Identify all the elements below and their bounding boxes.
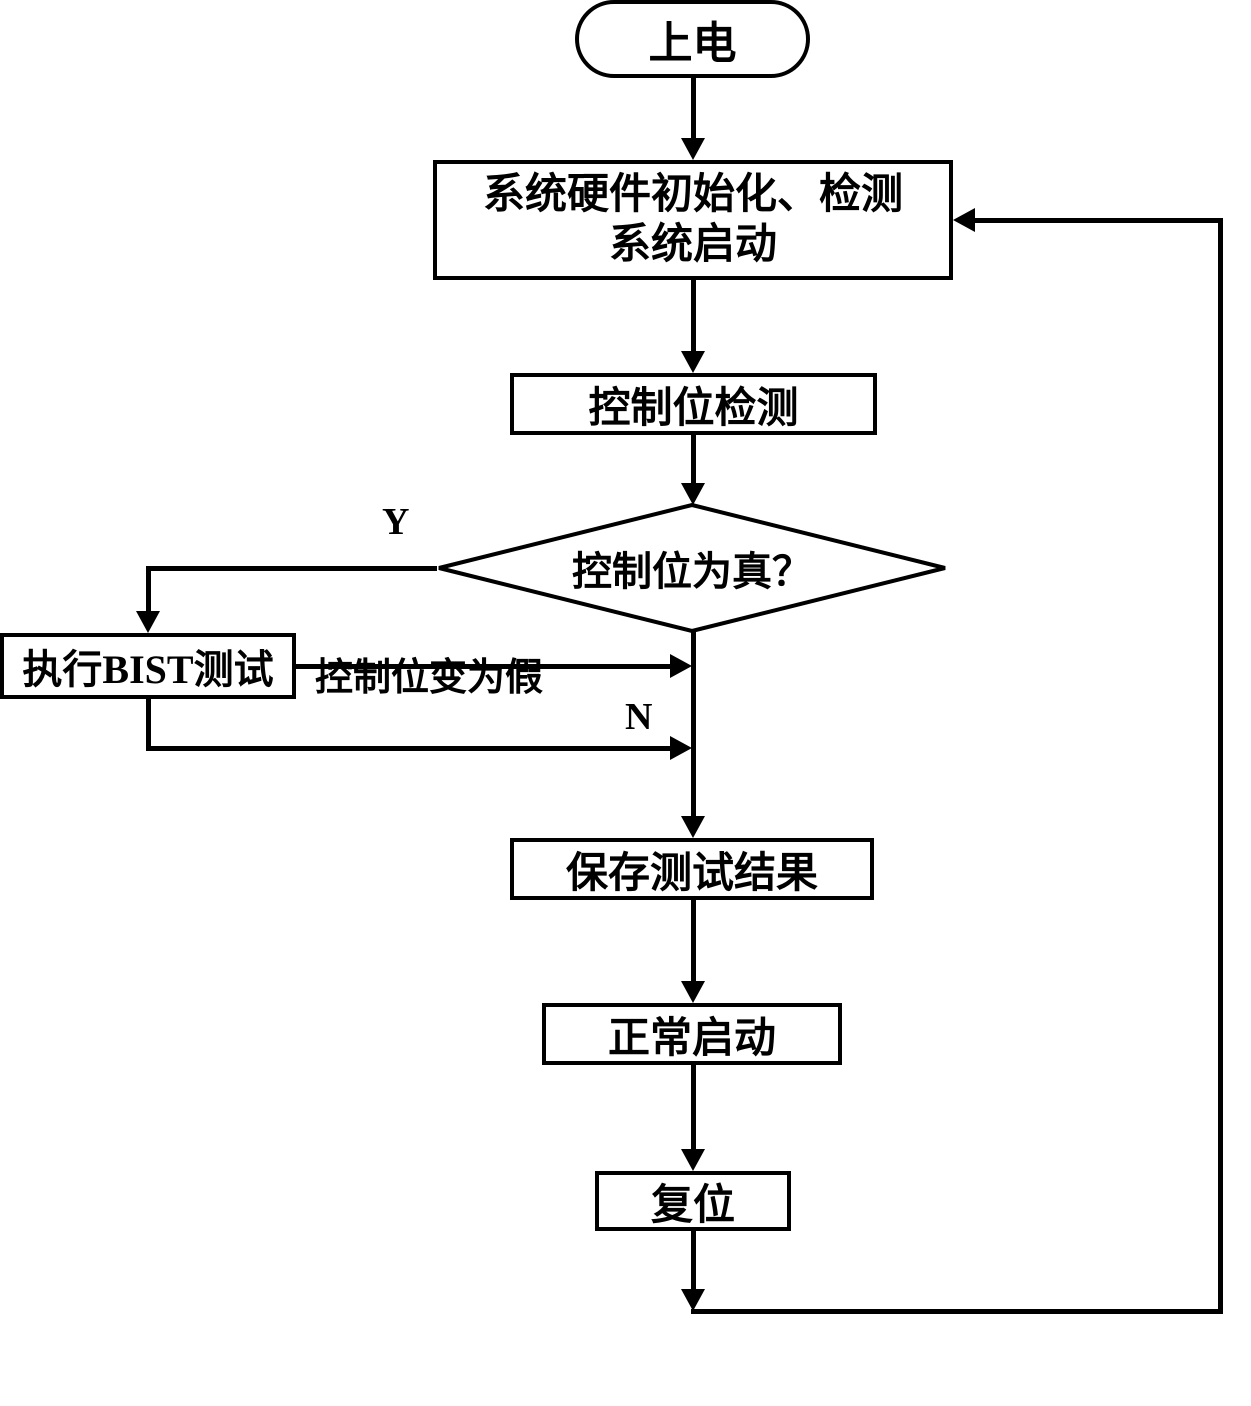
init-label: 系统硬件初始化、检测 系统启动: [483, 170, 903, 271]
yes-label: Y: [382, 500, 409, 544]
edge-bist-main-h1: [296, 664, 672, 669]
edge-save-normal: [691, 900, 696, 983]
edge-bist-main-h2: [146, 746, 672, 751]
edge-reset-down: [691, 1231, 696, 1291]
arrowhead-icon: [681, 816, 705, 838]
start-label: 上电: [649, 7, 737, 71]
reset-process: 复位: [595, 1171, 791, 1231]
edge-start-init: [691, 78, 696, 140]
arrowhead-icon: [681, 1289, 705, 1311]
normal-process: 正常启动: [542, 1003, 842, 1065]
edge-decision-bist-h: [148, 566, 437, 571]
arrowhead-icon: [681, 981, 705, 1003]
arrowhead-icon: [670, 654, 692, 678]
edge-decision-save: [691, 631, 696, 818]
arrowhead-icon: [670, 736, 692, 760]
edge-normal-reset: [691, 1065, 696, 1151]
to-false-label: 控制位变为假: [315, 646, 543, 701]
arrowhead-icon: [681, 1149, 705, 1171]
arrowhead-icon: [953, 208, 975, 232]
decision-label: 控制位为真？: [572, 539, 812, 597]
save-label: 保存测试结果: [566, 839, 818, 900]
arrowhead-icon: [136, 611, 160, 633]
arrowhead-icon: [681, 138, 705, 160]
check-label: 控制位检测: [588, 374, 798, 435]
bist-process: 执行BIST测试: [0, 633, 296, 699]
reset-label: 复位: [651, 1171, 735, 1232]
arrowhead-icon: [681, 351, 705, 373]
edge-check-decision: [691, 435, 696, 485]
start-terminator: 上电: [575, 0, 810, 78]
save-process: 保存测试结果: [510, 838, 874, 900]
normal-label: 正常启动: [608, 1004, 776, 1065]
edge-feedback-right: [1218, 218, 1223, 1314]
edge-feedback-bottom: [691, 1309, 1223, 1314]
arrowhead-icon: [681, 483, 705, 505]
edge-decision-bist-v: [146, 566, 151, 613]
no-label: N: [625, 695, 652, 739]
bist-label: 执行BIST测试: [22, 637, 273, 695]
decision-diamond: 控制位为真？: [437, 503, 947, 633]
edge-bist-main-v2: [146, 699, 151, 748]
init-process: 系统硬件初始化、检测 系统启动: [433, 160, 953, 280]
flowchart-canvas: { "flowchart": { "type": "flowchart", "b…: [0, 0, 1251, 1406]
check-process: 控制位检测: [510, 373, 877, 435]
edge-feedback-top: [975, 218, 1223, 223]
edge-init-check: [691, 280, 696, 353]
